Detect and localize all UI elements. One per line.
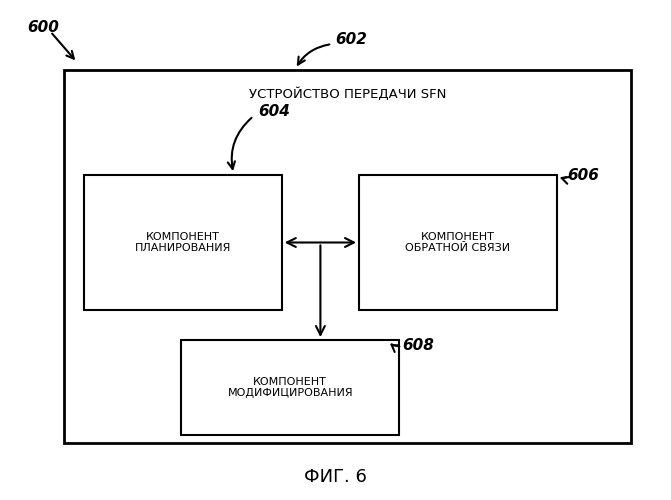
Text: УСТРОЙСТВО ПЕРЕДАЧИ SFN: УСТРОЙСТВО ПЕРЕДАЧИ SFN [248,87,446,101]
Text: КОМПОНЕНТ
ПЛАНИРОВАНИЯ: КОМПОНЕНТ ПЛАНИРОВАНИЯ [135,232,231,254]
Text: 606: 606 [567,168,599,182]
Text: 602: 602 [336,32,368,48]
Text: КОМПОНЕНТ
МОДИФИЦИРОВАНИЯ: КОМПОНЕНТ МОДИФИЦИРОВАНИЯ [227,376,353,398]
Bar [84,175,282,310]
Bar [181,340,399,435]
Bar [359,175,557,310]
Text: 608: 608 [403,338,435,352]
Text: ФИГ. 6: ФИГ. 6 [304,468,367,486]
Bar [64,70,631,442]
Text: КОМПОНЕНТ
ОБРАТНОЙ СВЯЗИ: КОМПОНЕНТ ОБРАТНОЙ СВЯЗИ [405,232,511,254]
Text: 600: 600 [27,20,59,35]
Text: 604: 604 [258,104,291,118]
